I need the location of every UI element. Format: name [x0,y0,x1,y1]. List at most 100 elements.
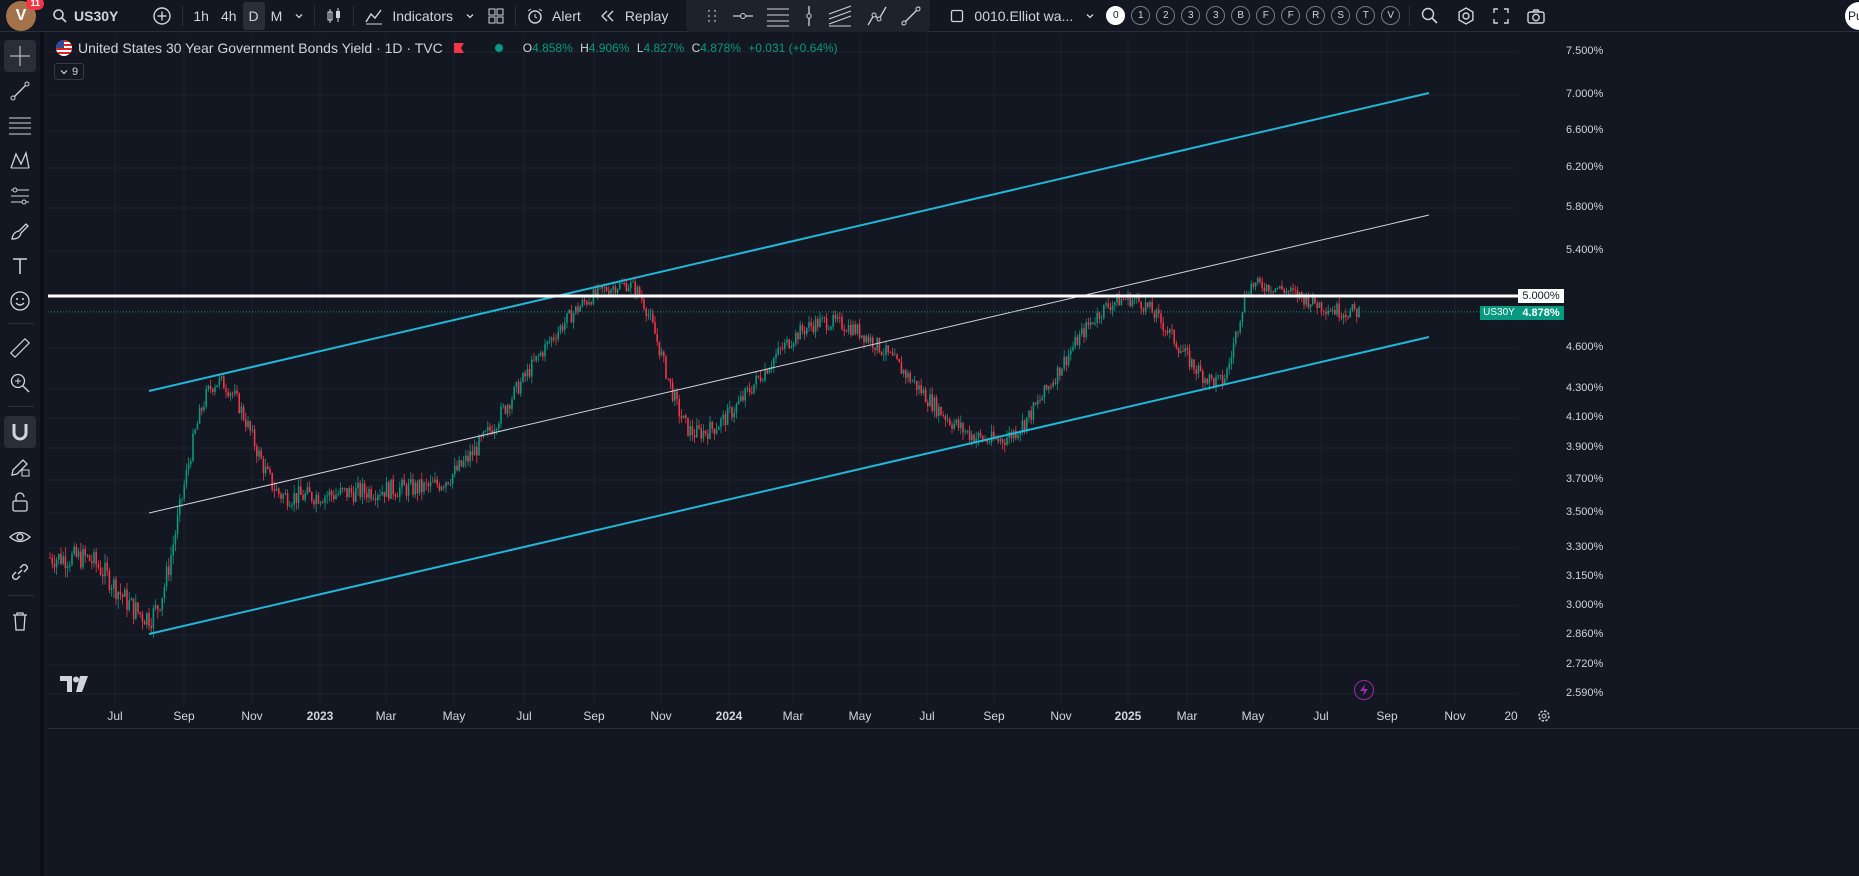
candle-body [865,336,867,343]
candle-body [168,566,170,575]
candle-body [1087,322,1090,325]
candle-body [313,500,315,505]
candle-body [1032,402,1035,420]
price-axis[interactable]: 7.500% 7.000% 6.600% 6.200% 5.800% 5.400% 4.60… [1480,36,1859,704]
candle-body [190,461,192,465]
candle-body [1021,420,1024,432]
candle-body [1026,417,1028,431]
horizontal-ray-icon[interactable] [732,8,754,24]
candle-body [768,369,771,374]
layout-button[interactable]: 0010.Elliot wa... [944,2,1079,30]
candle-body [720,418,722,428]
candle-body [152,608,155,629]
candle-body [861,335,863,338]
candle-body [315,494,317,505]
price-tick-label: 3.150% [1566,570,1604,582]
zoom-tool[interactable] [4,367,36,399]
notification-badge: 11 [26,0,44,10]
indicators-toggle[interactable]: 9 [54,63,84,80]
candle-body [1303,296,1305,305]
wave-label-button[interactable]: F [1256,6,1276,25]
measure-tool[interactable] [4,332,36,364]
open-value: 4.858% [532,41,573,55]
text-tool[interactable] [4,250,36,282]
candle-body [841,316,843,330]
indicator-count: 9 [71,65,79,78]
fullscreen-button[interactable] [1486,2,1516,30]
wave-label-button[interactable]: V [1381,6,1401,25]
settings-button[interactable] [1450,2,1482,30]
indicators-dropdown[interactable] [459,2,481,30]
candle-body [159,609,161,611]
timeframe-4h[interactable]: 4h [215,2,243,30]
replay-button[interactable]: Replay [593,2,675,30]
wave-label-button[interactable]: B [1231,6,1251,25]
trend-line-icon[interactable] [900,5,922,27]
candle-body [1045,385,1048,390]
compare-button[interactable] [146,2,178,30]
price-tick-label: 3.000% [1566,599,1604,611]
candle-body [823,317,826,319]
time-tick-label: Jul [107,709,123,723]
prediction-tool[interactable] [4,180,36,212]
symbol-title[interactable]: United States 30 Year Government Bonds Y… [78,40,443,56]
user-avatar[interactable]: V 11 [6,0,44,31]
flag-marker-icon[interactable] [453,42,465,54]
timeframe-1h[interactable]: 1h [187,2,215,30]
candle-body [207,385,210,390]
templates-button[interactable] [481,2,511,30]
data-updates-button[interactable] [1354,680,1374,700]
wave-label-button[interactable]: T [1356,6,1376,25]
wave-label-button[interactable]: 3 [1181,6,1201,25]
quick-search-button[interactable] [1414,2,1446,30]
layout-dropdown[interactable] [1079,2,1101,30]
magnet-tool[interactable] [4,416,36,448]
path-icon[interactable] [866,5,888,27]
vertical-line-icon[interactable] [804,5,814,27]
timeframe-d[interactable]: D [242,1,265,30]
drag-handle-icon[interactable] [706,8,718,24]
symbol-search[interactable]: US30Y [46,2,124,30]
separator [314,5,316,26]
alert-button[interactable]: Alert [520,2,587,30]
candle-body [297,486,300,503]
visibility-tool[interactable] [4,521,36,553]
wave-label-button[interactable]: 3 [1206,6,1226,25]
crosshair-tool[interactable] [4,40,36,72]
wave-label-button[interactable]: 1 [1131,6,1151,25]
price-tick-label: 3.500% [1566,506,1604,518]
axis-settings-button[interactable] [1536,708,1552,729]
candle-body [544,344,546,357]
emoji-tool[interactable] [4,285,36,317]
remove-drawings-tool[interactable] [4,605,36,637]
parallel-lines-icon[interactable] [766,5,790,27]
wave-label-button[interactable]: R [1306,6,1326,25]
fib-channel-icon[interactable] [828,5,852,27]
pattern-tool[interactable] [4,145,36,177]
timeframe-dropdown[interactable] [288,2,310,30]
candle-body [119,591,122,595]
publish-button[interactable]: Pu [1845,2,1859,30]
market-status-dot[interactable] [494,44,503,52]
wave-label-button[interactable]: 0 [1106,6,1126,25]
candle-body [319,502,322,504]
candle-body [535,356,537,361]
candle-body [108,570,111,591]
price-chart[interactable] [48,36,1518,704]
candle-body [913,380,916,382]
indicators-button[interactable]: Indicators [358,2,459,30]
trend-line-tool[interactable] [4,75,36,107]
fib-tool[interactable] [4,110,36,142]
time-axis[interactable]: Jul Sep Nov 2023 Mar May Jul Sep Nov 2024 Mar May Ju… [48,704,1518,728]
sync-drawings-tool[interactable] [4,556,36,588]
snapshot-button[interactable] [1520,2,1552,30]
candle-body [480,436,482,438]
drawing-mode-tool[interactable] [4,451,36,483]
timeframe-m[interactable]: M [265,2,289,30]
wave-label-button[interactable]: F [1281,6,1301,25]
lock-tool[interactable] [4,486,36,518]
brush-tool[interactable] [4,215,36,247]
chart-type-button[interactable] [319,2,349,30]
wave-label-button[interactable]: 2 [1156,6,1176,25]
wave-label-button[interactable]: S [1331,6,1351,25]
